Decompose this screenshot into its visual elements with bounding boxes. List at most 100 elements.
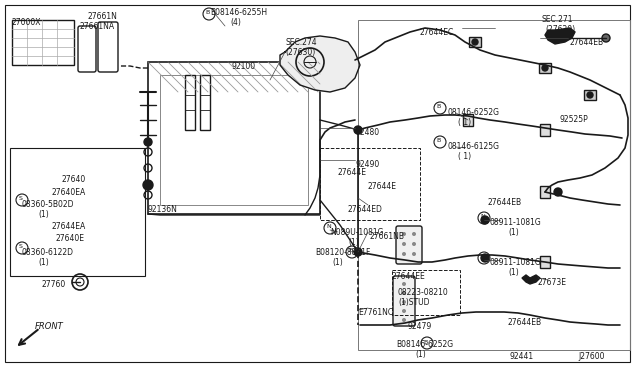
Text: 08223-08210: 08223-08210 — [398, 288, 449, 297]
Circle shape — [144, 138, 152, 146]
Text: 27644E: 27644E — [368, 182, 397, 191]
Circle shape — [554, 188, 562, 196]
Text: 08911-1081G: 08911-1081G — [490, 218, 541, 227]
Circle shape — [542, 65, 548, 71]
FancyBboxPatch shape — [396, 226, 422, 264]
Bar — [185, 75, 195, 130]
Circle shape — [402, 318, 406, 322]
Text: (1)STUD: (1)STUD — [398, 298, 429, 307]
Text: N: N — [481, 254, 485, 260]
Bar — [584, 90, 596, 100]
Circle shape — [412, 232, 416, 236]
Text: 27644ED: 27644ED — [348, 205, 383, 214]
Text: 27640EA: 27640EA — [52, 188, 86, 197]
Text: (1): (1) — [415, 350, 426, 359]
Text: 27661NA: 27661NA — [80, 22, 115, 31]
Text: (4): (4) — [230, 18, 241, 27]
Circle shape — [412, 242, 416, 246]
Text: 27640E: 27640E — [56, 234, 85, 243]
Text: 92100: 92100 — [232, 62, 256, 71]
Bar — [320, 148, 420, 220]
Text: (27630): (27630) — [285, 48, 316, 57]
Text: S: S — [19, 244, 22, 250]
Circle shape — [354, 248, 362, 256]
Text: N: N — [326, 224, 332, 230]
Circle shape — [402, 232, 406, 236]
Text: 92136N: 92136N — [148, 205, 178, 214]
Text: 08360-6122D: 08360-6122D — [22, 248, 74, 257]
Text: 27644EB: 27644EB — [570, 38, 604, 47]
Text: B08120-8851F: B08120-8851F — [315, 248, 371, 257]
Text: ( 1): ( 1) — [458, 152, 471, 161]
Text: 27640: 27640 — [62, 175, 86, 184]
Text: 27661N: 27661N — [88, 12, 118, 21]
Text: E7761NC: E7761NC — [358, 308, 393, 317]
Polygon shape — [522, 275, 540, 284]
Circle shape — [402, 309, 406, 313]
Text: B: B — [349, 248, 353, 253]
Text: (1): (1) — [508, 268, 519, 277]
Text: 27644EE: 27644EE — [392, 272, 426, 281]
Text: 92480: 92480 — [355, 128, 379, 137]
Text: 08146-6125G: 08146-6125G — [448, 142, 500, 151]
Text: B: B — [436, 105, 441, 109]
Text: SEC.271: SEC.271 — [542, 15, 573, 24]
Circle shape — [412, 252, 416, 256]
Circle shape — [402, 242, 406, 246]
Text: 27644EC: 27644EC — [420, 28, 454, 37]
Text: 92441: 92441 — [510, 352, 534, 361]
Text: B: B — [424, 340, 428, 344]
Polygon shape — [280, 36, 360, 92]
Bar — [160, 75, 308, 205]
Text: N089U-1081G: N089U-1081G — [330, 228, 383, 237]
Text: B: B — [205, 10, 210, 16]
Text: B08146-6252G: B08146-6252G — [396, 340, 453, 349]
Bar — [539, 63, 551, 73]
Circle shape — [481, 216, 489, 224]
Circle shape — [481, 254, 489, 262]
Bar — [10, 148, 145, 276]
Text: (1): (1) — [332, 258, 343, 267]
Text: 27000X: 27000X — [12, 18, 42, 27]
Text: 08360-5B02D: 08360-5B02D — [22, 200, 74, 209]
Text: SEC.274: SEC.274 — [285, 38, 317, 47]
Text: FRONT: FRONT — [35, 322, 64, 331]
Text: (1): (1) — [348, 238, 359, 247]
Text: B: B — [436, 138, 441, 144]
Text: (27620): (27620) — [545, 25, 575, 34]
Text: S: S — [19, 196, 22, 202]
Bar — [392, 270, 460, 315]
Circle shape — [402, 300, 406, 304]
Polygon shape — [545, 28, 575, 44]
Text: 08911-1081G: 08911-1081G — [490, 258, 541, 267]
Text: 27644EB: 27644EB — [508, 318, 542, 327]
Bar — [540, 256, 550, 268]
Text: J27600: J27600 — [578, 352, 605, 361]
Circle shape — [354, 126, 362, 134]
Text: ( 1): ( 1) — [458, 118, 471, 127]
Text: 92479: 92479 — [408, 322, 432, 331]
Text: 27644EA: 27644EA — [52, 222, 86, 231]
Text: 27644E: 27644E — [338, 168, 367, 177]
Bar — [148, 62, 320, 214]
Bar — [540, 124, 550, 136]
Text: 27673E: 27673E — [538, 278, 567, 287]
Circle shape — [143, 180, 153, 190]
Text: 27661NB: 27661NB — [370, 232, 405, 241]
Text: 27760: 27760 — [42, 280, 67, 289]
Bar — [12, 20, 74, 65]
Circle shape — [402, 291, 406, 295]
FancyBboxPatch shape — [393, 276, 415, 326]
Circle shape — [587, 92, 593, 98]
Circle shape — [402, 252, 406, 256]
Text: 92525P: 92525P — [560, 115, 589, 124]
Text: 08146-6252G: 08146-6252G — [448, 108, 500, 117]
Text: N: N — [481, 215, 485, 219]
Text: 27644EB: 27644EB — [488, 198, 522, 207]
Text: B08146-6255H: B08146-6255H — [210, 8, 267, 17]
Text: (1): (1) — [38, 210, 49, 219]
Circle shape — [402, 282, 406, 286]
Circle shape — [472, 39, 478, 45]
Bar — [463, 114, 473, 126]
Text: (1): (1) — [508, 228, 519, 237]
